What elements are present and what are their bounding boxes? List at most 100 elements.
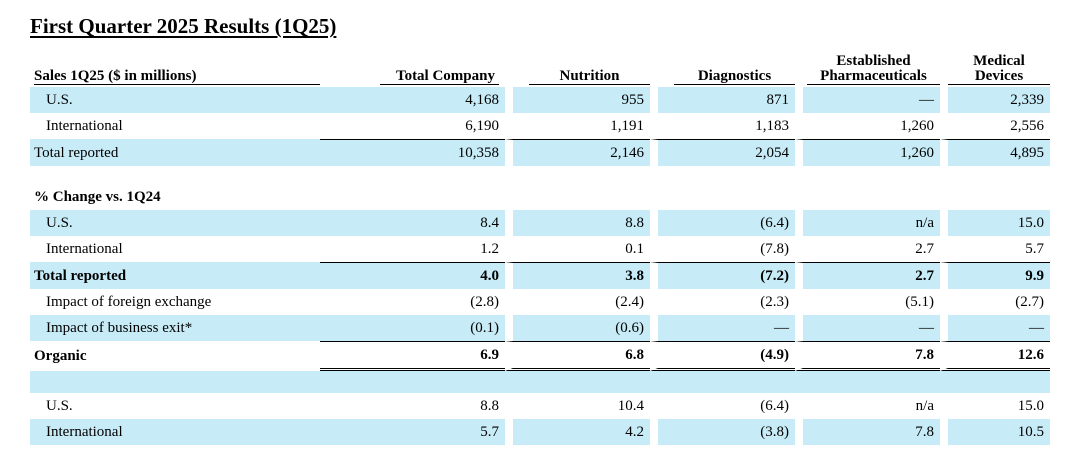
cell-value: 10.4 <box>505 393 650 419</box>
empty-cell <box>650 371 795 393</box>
cell-value: 5.7 <box>320 419 505 445</box>
table-row: Impact of business exit* (0.1) (0.6) — — — <box>30 315 1050 341</box>
cell-value: 0.1 <box>505 236 650 262</box>
cell-value: 8.8 <box>505 210 650 236</box>
empty-cell <box>940 166 1050 184</box>
cell-value: — <box>795 87 940 113</box>
cell-value: (2.8) <box>470 294 499 310</box>
row-label: Impact of foreign exchange <box>46 294 212 310</box>
section-row <box>30 371 1050 393</box>
cell-value: 1,183 <box>650 113 795 139</box>
cell-value: (7.8) <box>650 236 795 262</box>
cell-value: 871 <box>650 87 795 113</box>
column-header-established-pharmaceuticals: Established Pharmaceuticals <box>795 48 940 87</box>
section-label <box>30 371 320 393</box>
cell-value: (2.3) <box>650 289 795 315</box>
cell-value: — <box>940 315 1050 341</box>
cell-value: 2,556 <box>940 113 1050 139</box>
row-label: U.S. <box>46 398 73 414</box>
cell-value: (4.9) <box>650 341 795 371</box>
cell-value: 8.4 <box>320 210 505 236</box>
table-row: U.S. 4,168 955 871—2,339 <box>30 87 1050 113</box>
table-row: U.S. 8.8 10.4 (6.4) n/a 15.0 <box>30 393 1050 419</box>
table-row: Organic 6.9 6.8 (4.9) 7.8 12.6 <box>30 341 1050 371</box>
cell-value: (0.6) <box>505 315 650 341</box>
table-row: International 6,190 1,191 1,183 1,260 2,556 <box>30 113 1050 139</box>
cell-value: — <box>795 315 940 341</box>
empty-cell <box>505 166 650 184</box>
cell-value: 6,190 <box>465 118 499 134</box>
cell-value: n/a <box>795 393 940 419</box>
empty-cell <box>940 184 1050 210</box>
row-label: U.S. <box>30 210 320 236</box>
cell-value: 4.2 <box>505 419 650 445</box>
header-row: Sales 1Q25 ($ in millions) Total Company… <box>30 48 1050 87</box>
table-row: Impact of foreign exchange (2.8) (2.4) (2.3… <box>30 289 1050 315</box>
cell-value: 3.8 <box>505 262 650 289</box>
cell-value: 2,339 <box>940 87 1050 113</box>
cell-value: 7.8 <box>795 341 940 371</box>
cell-value: 1.2 <box>480 241 499 257</box>
cell-value: 9.9 <box>940 262 1050 289</box>
cell-value: (6.4) <box>650 210 795 236</box>
cell-value: 15.0 <box>940 393 1050 419</box>
cell-value: (3.8) <box>650 419 795 445</box>
cell-value: 10,358 <box>320 139 505 166</box>
page-title: First Quarter 2025 Results (1Q25) <box>30 14 337 38</box>
cell-value: (7.2) <box>650 262 795 289</box>
cell-value: 4.0 <box>320 262 505 289</box>
empty-cell <box>505 184 650 210</box>
sales-header-label: Sales 1Q25 ($ in millions) <box>30 48 320 87</box>
table-row: International 1.2 0.1 (7.8) 2.7 5.7 <box>30 236 1050 262</box>
empty-cell <box>795 184 940 210</box>
cell-value: 10.5 <box>940 419 1050 445</box>
cell-value: 1,260 <box>795 139 940 166</box>
column-header-medical-devices: Medical Devices <box>940 48 1050 87</box>
table-row: Total reported 4.0 3.8 (7.2) 2.7 9.9 <box>30 262 1050 289</box>
cell-value: 6.9 <box>320 341 505 371</box>
cell-value: 15.0 <box>940 210 1050 236</box>
row-label: Organic <box>34 348 87 364</box>
column-header-diagnostics: Diagnostics <box>650 48 795 87</box>
cell-value: 12.6 <box>940 341 1050 371</box>
cell-value: — <box>650 315 795 341</box>
empty-cell <box>320 184 505 210</box>
section-label: % Change vs. 1Q24 <box>34 189 161 205</box>
cell-value: (6.4) <box>650 393 795 419</box>
row-label: Total reported <box>30 262 320 289</box>
cell-value: 4,168 <box>320 87 505 113</box>
empty-cell <box>940 371 1050 393</box>
cell-value: (0.1) <box>320 315 505 341</box>
empty-cell <box>795 166 940 184</box>
cell-value: 2.7 <box>795 262 940 289</box>
column-header-nutrition: Nutrition <box>505 48 650 87</box>
cell-value: 6.8 <box>505 341 650 371</box>
table-row: U.S. 8.4 8.8 (6.4) n/a 15.0 <box>30 210 1050 236</box>
cell-value: 4,895 <box>940 139 1050 166</box>
section-label <box>30 166 320 184</box>
row-label: Total reported <box>30 139 320 166</box>
cell-value: (2.7) <box>940 289 1050 315</box>
row-label: International <box>46 241 123 257</box>
empty-cell <box>505 371 650 393</box>
cell-value: 2,146 <box>505 139 650 166</box>
row-label: U.S. <box>30 87 320 113</box>
empty-cell <box>650 166 795 184</box>
results-table: Sales 1Q25 ($ in millions) Total Company… <box>30 48 1050 445</box>
cell-value: 7.8 <box>795 419 940 445</box>
cell-value: 1,191 <box>505 113 650 139</box>
row-label: International <box>46 118 123 134</box>
empty-cell <box>650 184 795 210</box>
cell-value: 8.8 <box>480 398 499 414</box>
cell-value: 2.7 <box>795 236 940 262</box>
cell-value: 1,260 <box>795 113 940 139</box>
cell-value: 5.7 <box>940 236 1050 262</box>
table-row: International 5.7 4.2 (3.8) 7.8 10.5 <box>30 419 1050 445</box>
empty-cell <box>320 371 505 393</box>
row-label: Impact of business exit* <box>30 315 320 341</box>
empty-cell <box>320 166 505 184</box>
cell-value: n/a <box>795 210 940 236</box>
column-header-total-company: Total Company <box>320 48 505 87</box>
cell-value: 2,054 <box>650 139 795 166</box>
cell-value: 955 <box>505 87 650 113</box>
